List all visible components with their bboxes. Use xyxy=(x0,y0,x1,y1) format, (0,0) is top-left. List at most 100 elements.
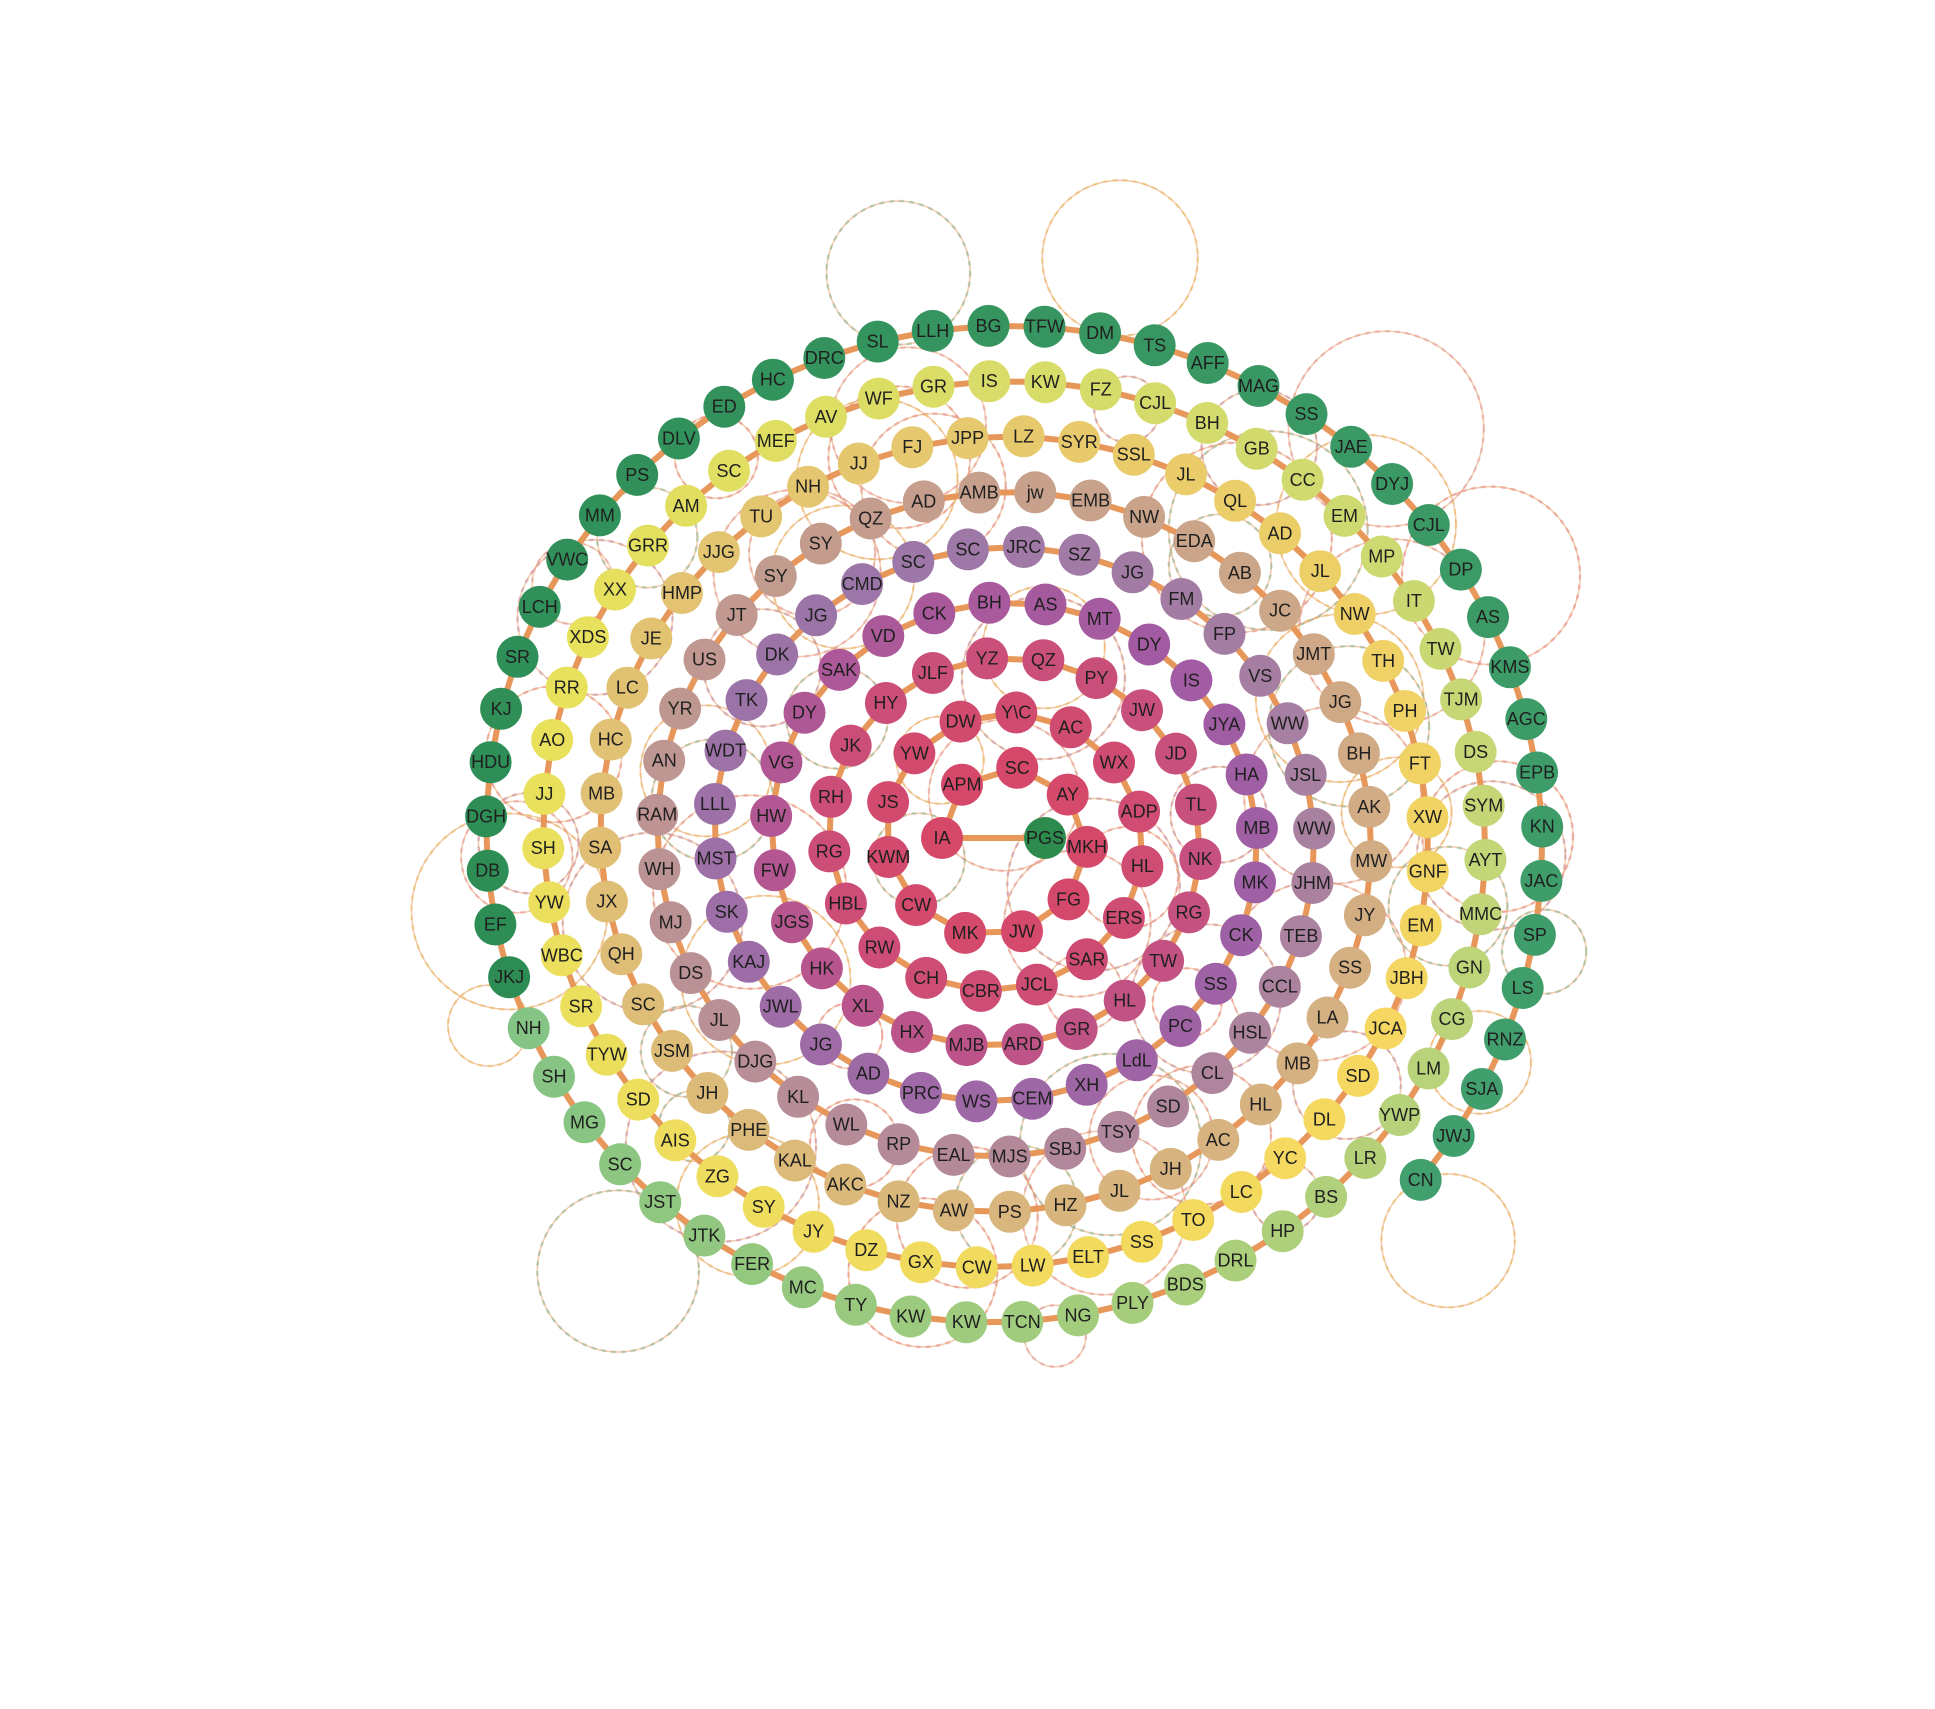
node-label: YR xyxy=(668,699,693,719)
spiral-node: DYJ xyxy=(1371,463,1414,505)
node-label: JG xyxy=(805,605,828,625)
node-label: SC xyxy=(1005,758,1030,778)
node-label: AC xyxy=(1206,1130,1231,1150)
spiral-node: EDA xyxy=(1173,520,1216,563)
node-circle xyxy=(753,849,796,892)
node-label: LdL xyxy=(1122,1050,1152,1070)
node-circle xyxy=(630,617,673,660)
spiral-node: PH xyxy=(1384,690,1426,732)
node-circle xyxy=(912,365,955,408)
node-circle xyxy=(694,783,736,825)
node-label: RNZ xyxy=(1487,1030,1524,1050)
spiral-node: APM xyxy=(941,763,983,806)
spiral-node: JW xyxy=(1121,689,1163,732)
spiral-node: CC xyxy=(1281,458,1324,501)
node-circle xyxy=(727,1108,770,1151)
spiral-node: JCL xyxy=(1015,963,1058,1006)
satellite-arc-line xyxy=(460,800,574,914)
spiral-node: RG xyxy=(1168,891,1210,934)
node-circle xyxy=(1103,979,1146,1022)
node-circle xyxy=(1133,324,1176,367)
spiral-node: TS xyxy=(1133,324,1176,367)
spiral-node: MMC xyxy=(1459,893,1502,936)
spiral-node: HSL xyxy=(1229,1011,1271,1054)
node-label: PY xyxy=(1084,668,1108,688)
node-circle xyxy=(1164,1263,1207,1306)
node-label: DP xyxy=(1448,560,1473,580)
spiral-node: JRC xyxy=(1002,526,1045,568)
node-circle xyxy=(654,1119,697,1162)
node-label: VG xyxy=(768,752,794,772)
node-label: LM xyxy=(1416,1059,1441,1079)
node-label: SS xyxy=(1130,1232,1154,1252)
spiral-node: AO xyxy=(531,719,574,761)
node-circle xyxy=(1330,425,1373,468)
spiral-node: JAC xyxy=(1520,859,1563,902)
node-label: YC xyxy=(1273,1148,1298,1168)
spiral-node: AK xyxy=(1348,785,1391,828)
spiral-node: jw xyxy=(1014,471,1057,514)
spiral-node: JY xyxy=(1343,894,1386,937)
spiral-node: EM xyxy=(1399,904,1442,947)
node-circle xyxy=(704,729,747,772)
node-circle xyxy=(703,385,746,428)
node-label: KJ xyxy=(491,699,512,719)
spiral-node: DRC xyxy=(803,337,846,379)
spiral-node: MB xyxy=(1276,1042,1319,1085)
satellite-arc-line xyxy=(1501,908,1587,995)
spiral-node: LLL xyxy=(694,783,736,825)
spiral-node: HC xyxy=(751,358,794,401)
spiral-node: JGS xyxy=(771,901,813,944)
node-circle xyxy=(751,358,794,401)
node-label: HY xyxy=(873,693,898,713)
node-label: FP xyxy=(1213,624,1236,644)
node-circle xyxy=(1259,512,1301,555)
spiral-node: JH xyxy=(1149,1147,1192,1190)
node-label: SC xyxy=(608,1154,633,1174)
spiral-node: DJG xyxy=(734,1040,777,1083)
spiral-node: ZG xyxy=(696,1155,739,1198)
spiral-node: KW xyxy=(889,1295,932,1338)
node-circle xyxy=(1147,1085,1190,1128)
node-circle xyxy=(891,1011,933,1053)
spiral-node: WX xyxy=(1093,741,1135,784)
spiral-node: DLV xyxy=(657,417,700,460)
spiral-node: AV xyxy=(805,395,847,438)
node-circle xyxy=(1142,939,1185,982)
spiral-node: BG xyxy=(967,304,1010,347)
node-circle xyxy=(696,1155,739,1198)
spiral-node: JY xyxy=(792,1210,835,1253)
node-circle xyxy=(995,691,1038,734)
node-circle xyxy=(1011,1244,1054,1287)
node-circle xyxy=(1399,1158,1442,1201)
node-label: ED xyxy=(712,397,737,417)
node-circle xyxy=(1057,1294,1099,1337)
spiral-node: JK xyxy=(829,724,872,767)
node-circle xyxy=(1440,678,1483,721)
spiral-node: HZ xyxy=(1044,1184,1087,1227)
node-label: GNF xyxy=(1409,862,1447,882)
spiral-node: CK xyxy=(1220,914,1263,957)
spiral-node: HMP xyxy=(661,572,703,614)
spiral-node: YR xyxy=(659,687,702,730)
node-circle xyxy=(1348,785,1391,828)
node-label: JH xyxy=(1160,1159,1182,1179)
node-circle xyxy=(824,1163,867,1206)
spiral-node: TY xyxy=(834,1283,877,1326)
node-circle xyxy=(579,826,622,869)
spiral-node: JPP xyxy=(946,417,989,460)
node-label: DRC xyxy=(805,348,844,368)
node-label: SYR xyxy=(1061,432,1098,452)
node-circle xyxy=(636,793,679,836)
node-label: ERS xyxy=(1105,908,1142,928)
node-circle xyxy=(856,320,899,363)
node-label: MK xyxy=(1242,872,1269,892)
node-circle xyxy=(528,881,571,924)
node-circle xyxy=(891,426,934,469)
spiral-node: CJL xyxy=(1407,504,1450,546)
node-circle xyxy=(1364,1007,1407,1050)
node-circle xyxy=(773,1139,816,1182)
node-label: JL xyxy=(1110,1181,1129,1201)
node-label: AYT xyxy=(1469,850,1503,870)
spiral-node: AC xyxy=(1049,706,1092,749)
